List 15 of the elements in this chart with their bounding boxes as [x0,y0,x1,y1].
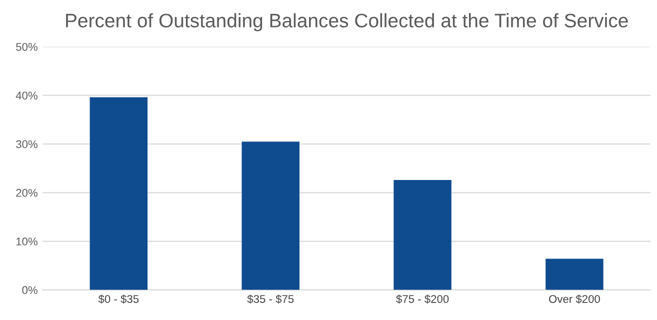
x-tick-label: $35 - $75 [247,294,294,304]
x-tick-label: $75 - $200 [396,294,449,304]
bar [546,258,604,290]
y-tick-label: 40% [16,92,38,100]
y-tick-label: 30% [16,140,38,148]
bar [394,180,452,290]
y-tick-label: 0% [22,286,38,294]
y-tick-label: 20% [16,188,38,197]
bar [90,97,148,290]
x-tick-label: $0 - $35 [98,294,139,304]
x-tick-label: Over $200 [549,294,600,304]
bar [242,142,300,290]
y-tick-label: 50% [16,42,38,51]
y-tick-label: 10% [16,238,38,246]
chart-title: Percent of Outstanding Balances Collected at the Time of Service [66,13,628,32]
